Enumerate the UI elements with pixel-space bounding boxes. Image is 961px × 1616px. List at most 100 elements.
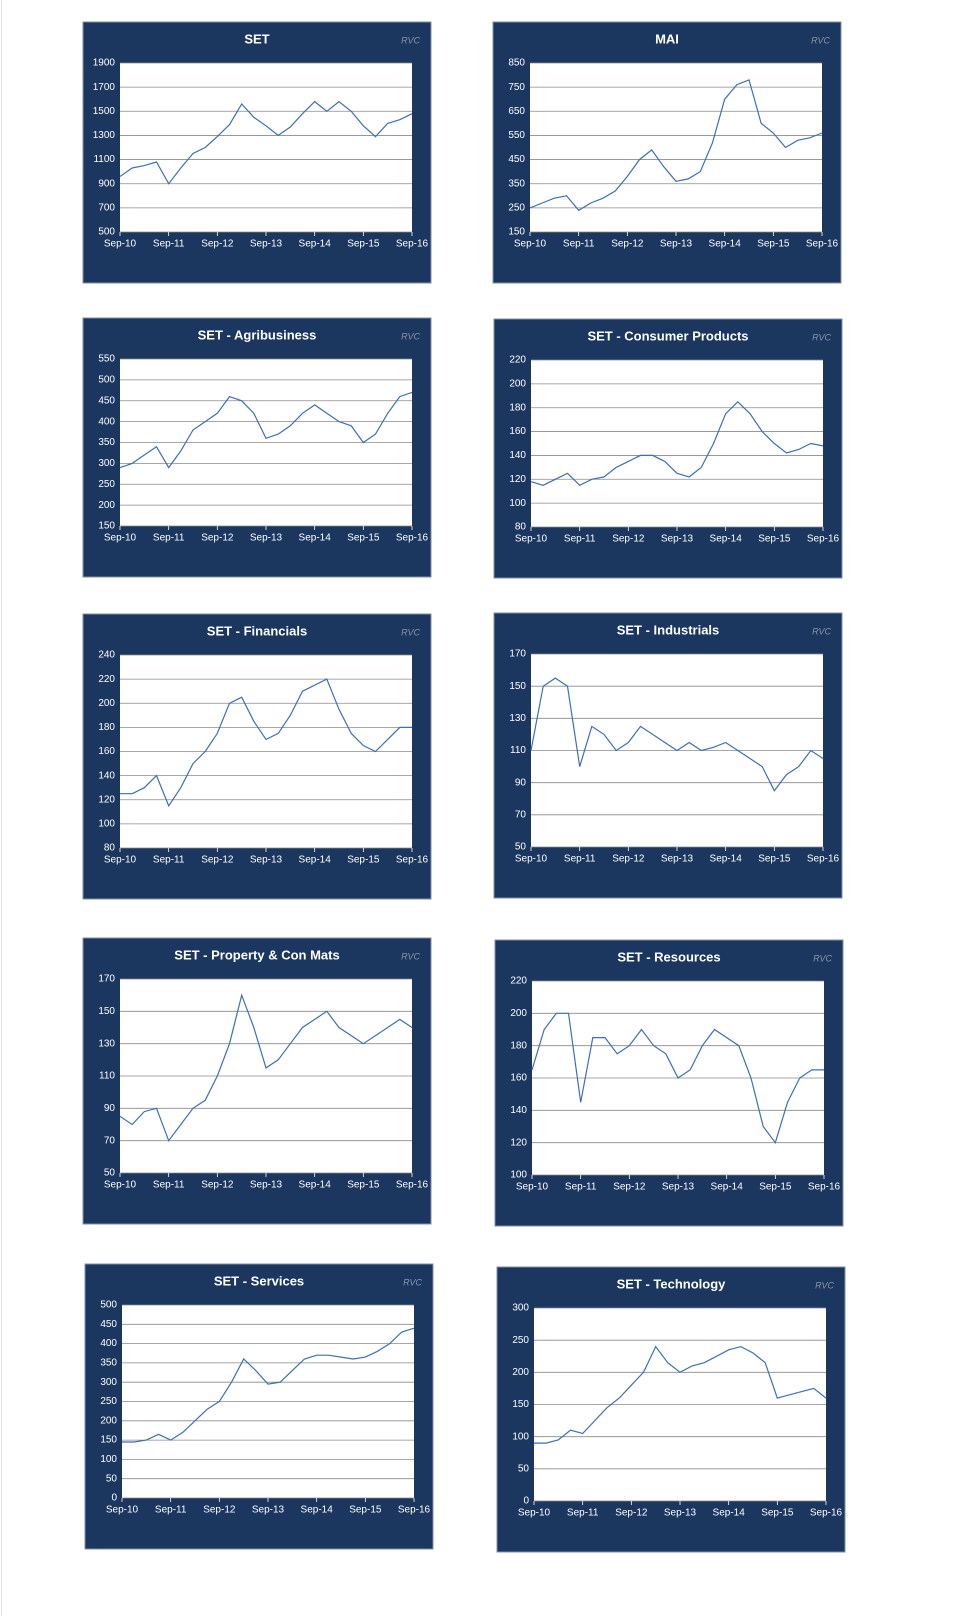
y-tick-label: 50 — [106, 1473, 118, 1484]
watermark: RVC — [815, 1280, 834, 1290]
y-tick-label: 180 — [510, 1040, 527, 1051]
data-line — [529, 79, 823, 212]
x-tick-label: Sep-12 — [615, 1508, 648, 1519]
y-tick-label: 140 — [509, 450, 526, 461]
x-tick-label: Sep-12 — [201, 533, 234, 544]
y-tick-label: 140 — [98, 770, 115, 781]
chart-title: SET - Financials — [207, 623, 307, 638]
x-tick-label: Sep-10 — [104, 855, 137, 866]
x-tick-label: Sep-11 — [153, 1180, 185, 1191]
x-tick-label: Sep-11 — [153, 239, 185, 250]
x-tick-label: Sep-15 — [758, 854, 791, 865]
chart-title: MAI — [655, 31, 679, 46]
y-tick-label: 90 — [104, 1103, 116, 1114]
x-tick-label: Sep-11 — [564, 854, 596, 865]
y-tick-label: 70 — [104, 1135, 116, 1146]
y-tick-label: 200 — [510, 1008, 527, 1019]
watermark: RVC — [401, 35, 420, 45]
y-tick-label: 220 — [509, 355, 526, 366]
y-tick-label: 450 — [98, 395, 115, 406]
y-tick-label: 200 — [100, 1415, 117, 1426]
y-tick-label: 550 — [98, 354, 115, 365]
x-tick-label: Sep-11 — [565, 1182, 597, 1193]
y-tick-label: 250 — [98, 479, 115, 490]
x-tick-label: Sep-14 — [710, 534, 743, 545]
y-tick-label: 200 — [98, 500, 115, 511]
x-tick-label: Sep-10 — [516, 1182, 549, 1193]
chart-panel: SET - Financials RVC 80 100 120 140 160 180 200 2… — [82, 613, 432, 900]
x-tick-label: Sep-15 — [347, 1180, 380, 1191]
x-tick-label: Sep-14 — [299, 533, 332, 544]
y-tick-label: 300 — [512, 1303, 529, 1314]
data-line — [531, 1012, 824, 1145]
y-tick-label: 140 — [510, 1105, 527, 1116]
y-tick-label: 160 — [98, 746, 115, 757]
watermark: RVC — [813, 953, 832, 963]
chart-title: SET - Services — [214, 1273, 304, 1288]
y-tick-label: 170 — [509, 649, 526, 660]
y-tick-label: 500 — [100, 1300, 117, 1311]
x-tick-label: Sep-16 — [807, 854, 840, 865]
chart-title: SET - Agribusiness — [198, 327, 317, 342]
y-tick-label: 160 — [509, 426, 526, 437]
y-tick-label: 70 — [515, 809, 527, 820]
x-tick-label: Sep-16 — [396, 855, 429, 866]
y-tick-label: 80 — [104, 843, 116, 854]
y-tick-label: 400 — [100, 1338, 117, 1349]
watermark: RVC — [401, 951, 420, 961]
watermark: RVC — [403, 1277, 422, 1287]
y-tick-label: 650 — [508, 106, 525, 117]
y-tick-label: 1500 — [93, 106, 116, 117]
x-tick-label: Sep-15 — [761, 1508, 794, 1519]
x-tick-label: Sep-15 — [759, 1182, 792, 1193]
y-tick-label: 350 — [98, 437, 115, 448]
x-tick-label: Sep-11 — [155, 1505, 187, 1516]
plot-area — [120, 63, 412, 232]
chart-panel: SET RVC 500 700 900 1100 1300 1500 1700 1900 Sep-1… — [82, 21, 432, 284]
watermark: RVC — [812, 332, 831, 342]
data-line — [530, 677, 824, 792]
y-tick-label: 350 — [508, 178, 525, 189]
y-tick-label: 250 — [512, 1335, 529, 1346]
x-tick-label: Sep-13 — [661, 534, 694, 545]
x-tick-label: Sep-12 — [201, 239, 234, 250]
y-tick-label: 1300 — [93, 130, 116, 141]
y-tick-label: 250 — [100, 1396, 117, 1407]
y-tick-label: 130 — [98, 1038, 115, 1049]
y-tick-label: 450 — [100, 1319, 117, 1330]
x-tick-label: Sep-16 — [810, 1508, 843, 1519]
data-line — [119, 993, 413, 1142]
y-tick-label: 500 — [98, 375, 115, 386]
x-tick-label: Sep-13 — [252, 1505, 285, 1516]
data-line — [122, 1327, 415, 1443]
y-tick-label: 1900 — [93, 58, 116, 69]
x-tick-label: Sep-12 — [612, 534, 645, 545]
y-tick-label: 120 — [510, 1137, 527, 1148]
x-tick-label: Sep-11 — [153, 855, 185, 866]
y-tick-label: 400 — [98, 416, 115, 427]
y-tick-label: 50 — [518, 1463, 530, 1474]
y-tick-label: 150 — [512, 1399, 529, 1410]
data-line — [119, 100, 413, 185]
x-tick-label: Sep-15 — [758, 534, 791, 545]
y-tick-label: 850 — [508, 58, 525, 69]
x-tick-label: Sep-13 — [662, 1182, 695, 1193]
chart-panel: SET - Industrials RVC 50 70 90 110 130 150 170 Se… — [493, 612, 843, 899]
y-tick-label: 250 — [508, 202, 525, 213]
y-tick-label: 100 — [512, 1431, 529, 1442]
chart-panel: SET - Technology RVC 0 50 100 150 200 250 300 Sep… — [496, 1266, 846, 1553]
x-tick-label: Sep-14 — [710, 854, 743, 865]
x-tick-label: Sep-13 — [660, 239, 693, 250]
y-tick-label: 200 — [509, 378, 526, 389]
y-tick-label: 450 — [508, 154, 525, 165]
y-tick-label: 150 — [98, 1006, 115, 1017]
x-tick-label: Sep-13 — [250, 533, 283, 544]
x-tick-label: Sep-14 — [299, 1180, 332, 1191]
plot-area — [530, 63, 822, 232]
y-tick-label: 300 — [98, 458, 115, 469]
y-tick-label: 1700 — [93, 82, 116, 93]
y-tick-label: 900 — [98, 178, 115, 189]
x-tick-label: Sep-10 — [514, 239, 547, 250]
